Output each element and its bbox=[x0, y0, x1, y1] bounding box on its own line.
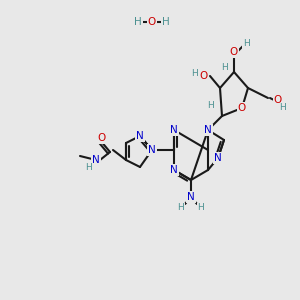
Text: H: H bbox=[243, 40, 249, 49]
Text: N: N bbox=[92, 155, 100, 165]
Text: H: H bbox=[85, 164, 92, 172]
Text: N: N bbox=[170, 125, 178, 135]
Text: O: O bbox=[148, 17, 156, 27]
Text: N: N bbox=[170, 165, 178, 175]
Text: H: H bbox=[207, 101, 213, 110]
Text: H: H bbox=[134, 17, 142, 27]
Text: H: H bbox=[279, 103, 285, 112]
Text: N: N bbox=[136, 131, 144, 141]
Text: N: N bbox=[148, 145, 156, 155]
Text: H: H bbox=[162, 17, 170, 27]
Text: O: O bbox=[98, 133, 106, 143]
Text: N: N bbox=[187, 192, 195, 202]
Text: O: O bbox=[238, 103, 246, 113]
Text: N: N bbox=[214, 153, 222, 163]
Text: H: H bbox=[190, 70, 197, 79]
Text: H: H bbox=[178, 203, 184, 212]
Text: O: O bbox=[199, 71, 207, 81]
Text: H: H bbox=[198, 203, 204, 212]
Text: O: O bbox=[274, 95, 282, 105]
Text: N: N bbox=[204, 125, 212, 135]
Text: H: H bbox=[220, 64, 227, 73]
Text: O: O bbox=[230, 47, 238, 57]
